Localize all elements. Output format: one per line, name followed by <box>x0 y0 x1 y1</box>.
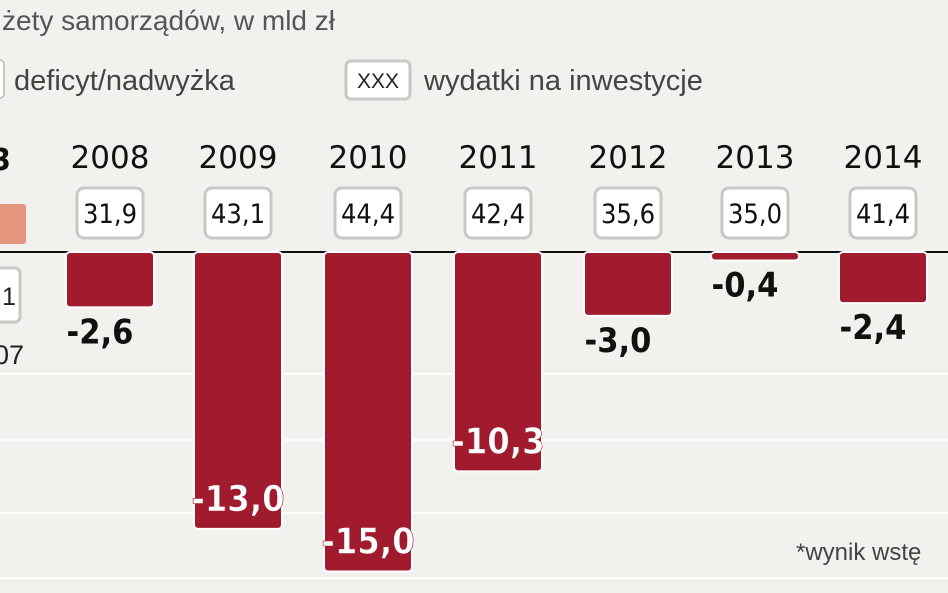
year-label-2011: 2011 <box>459 140 538 176</box>
investment-label-2014: 41,4 <box>856 199 910 230</box>
year-label-2012: 2012 <box>589 140 668 176</box>
legend-investment-swatch <box>344 59 412 101</box>
year-label-2014: 2014 <box>844 140 923 176</box>
partial-surplus-bar <box>0 204 26 244</box>
partial-year-label: 3 <box>0 143 11 178</box>
legend-deficit-swatch <box>0 59 5 99</box>
year-label-2008: 2008 <box>71 140 150 176</box>
investment-label-2008: 31,9 <box>83 199 137 230</box>
investment-box-2012 <box>593 186 663 240</box>
footnote: *wynik wstę <box>796 539 921 566</box>
investment-box-2013 <box>720 186 790 240</box>
partial-lower-label: 07 <box>0 340 24 370</box>
balance-label-2008: -2,6 <box>67 312 134 352</box>
partial-balance-label: 1 <box>2 283 16 311</box>
balance-bar-2009 <box>193 251 283 530</box>
investment-label-2013: 35,0 <box>728 199 782 230</box>
legend-investment-swatch-text: XXX <box>357 70 399 93</box>
balance-label-2014: -2,4 <box>840 308 907 348</box>
legend: deficyt/nadwyżka XXX wydatki na inwestyc… <box>0 59 703 101</box>
investment-label-2011: 42,4 <box>471 199 525 230</box>
balance-label-2013: -0,4 <box>712 266 779 306</box>
balance-bar-2013 <box>710 251 800 262</box>
year-label-2013: 2013 <box>716 140 795 176</box>
legend-deficit-label: deficyt/nadwyżka <box>14 65 236 97</box>
investment-box-2014 <box>848 186 918 240</box>
chart-marks: 2008 31,9 -2,6 2009 43,1 -13,0 2010 44,4 -15,0 20… <box>65 140 928 573</box>
balance-label-2012: -3,0 <box>585 321 652 361</box>
investment-label-2012: 35,6 <box>601 199 655 230</box>
year-label-2009: 2009 <box>199 140 278 176</box>
legend-investment-label: wydatki na inwestycje <box>423 65 703 97</box>
investment-box-2009 <box>203 186 273 240</box>
balance-label-2011: -10,3 <box>451 421 544 462</box>
investment-box-2010 <box>333 186 403 240</box>
chart-title: żety samorządów, w mld zł <box>2 5 336 36</box>
balance-label-2010: -15,0 <box>321 522 414 563</box>
balance-bar-2012 <box>583 251 673 317</box>
investment-label-2009: 43,1 <box>211 199 265 230</box>
balance-bar-2010 <box>323 251 413 573</box>
investment-label-2010: 44,4 <box>341 199 395 230</box>
partial-balance-box <box>0 266 22 324</box>
balance-bar-2008 <box>65 251 155 309</box>
balance-bar-2011 <box>453 251 543 473</box>
year-label-2010: 2010 <box>329 140 408 176</box>
balance-label-2009: -13,0 <box>191 479 284 520</box>
investment-box-2011 <box>463 186 533 240</box>
investment-box-2008 <box>75 186 145 240</box>
partial-column-left: 3 1 07 <box>0 143 26 370</box>
balance-bar-2014 <box>838 251 928 305</box>
